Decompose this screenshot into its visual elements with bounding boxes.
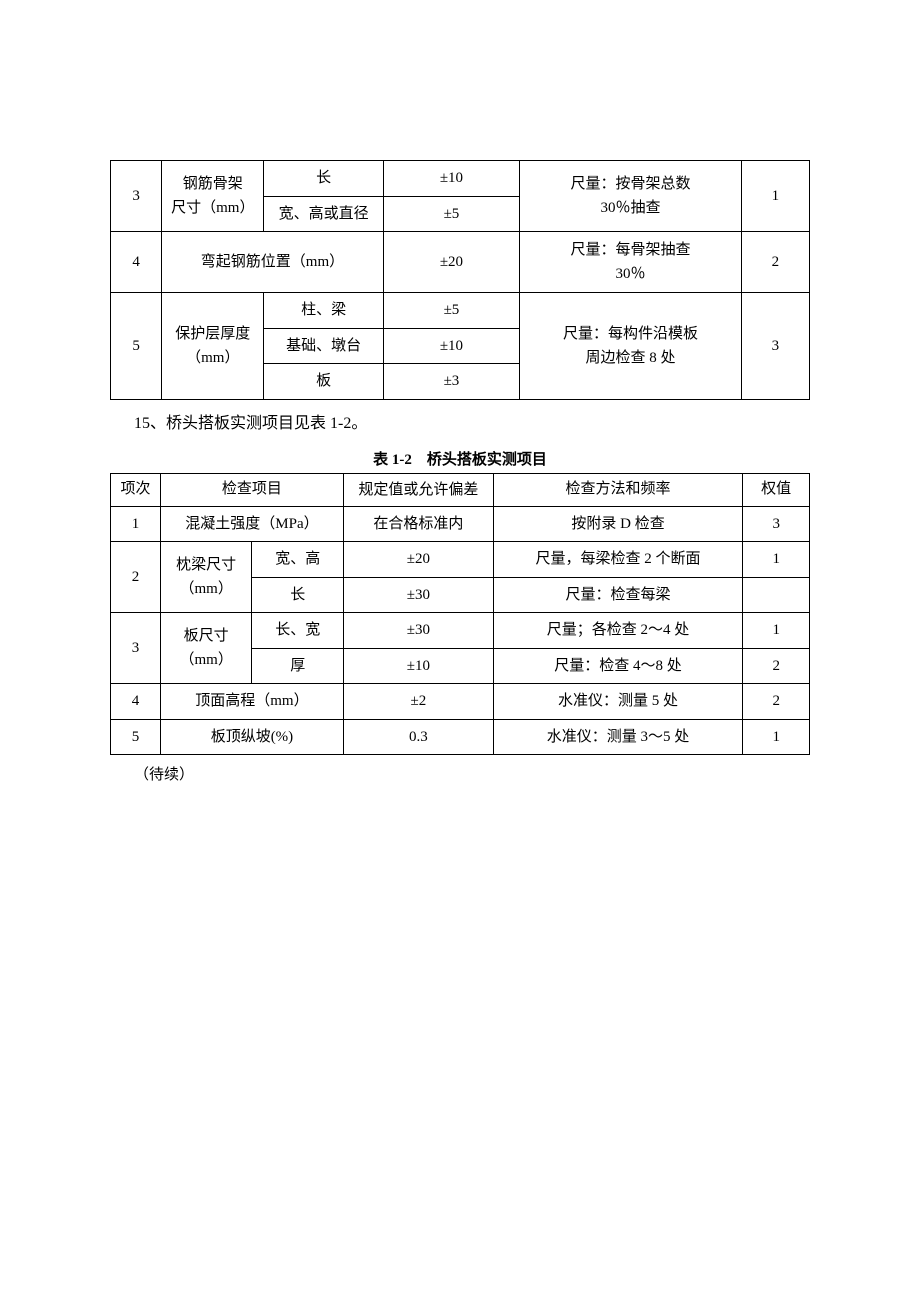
- cell-num: 2: [111, 542, 161, 613]
- cell-item: 钢筋骨架尺寸（mm）: [162, 161, 264, 232]
- cell-item: 保护层厚度（mm）: [162, 293, 264, 400]
- cell-item: 枕梁尺寸（mm）: [160, 542, 252, 613]
- table-row: 2 枕梁尺寸（mm） 宽、高 ±20 尺量，每梁检查 2 个断面 1: [111, 542, 810, 578]
- table-row: 4 弯起钢筋位置（mm） ±20 尺量：每骨架抽查30％ 2: [111, 232, 810, 293]
- cell-method: 水准仪：测量 3～5 处: [493, 719, 743, 755]
- cell-method: 水准仪：测量 5 处: [493, 684, 743, 720]
- cell-sub: 板: [264, 364, 383, 400]
- cell-method: 尺量：按骨架总数30％抽查: [520, 161, 742, 232]
- cell-sub: 基础、墩台: [264, 328, 383, 364]
- cell-num: 3: [111, 613, 161, 684]
- cell-weight: [743, 577, 810, 613]
- cell-weight: 3: [743, 506, 810, 542]
- cell-weight: 3: [741, 293, 809, 400]
- header-weight: 权值: [743, 473, 810, 506]
- cell-item: 顶面高程（mm）: [160, 684, 343, 720]
- table-row: 4 顶面高程（mm） ±2 水准仪：测量 5 处 2: [111, 684, 810, 720]
- cell-tol: ±5: [383, 196, 519, 232]
- cell-tol: ±20: [343, 542, 493, 578]
- cell-weight: 1: [743, 719, 810, 755]
- cell-method: 尺量：每构件沿模板周边检查 8 处: [520, 293, 742, 400]
- cell-weight: 1: [743, 613, 810, 649]
- cell-tol: ±5: [383, 293, 519, 329]
- table-row: 5 保护层厚度（mm） 柱、梁 ±5 尺量：每构件沿模板周边检查 8 处 3: [111, 293, 810, 329]
- table-row: 1 混凝土强度（MPa） 在合格标准内 按附录 D 检查 3: [111, 506, 810, 542]
- cell-sub: 长、宽: [252, 613, 344, 649]
- header-tol: 规定值或允许偏差: [343, 473, 493, 506]
- header-item: 检查项目: [160, 473, 343, 506]
- cell-tol: ±3: [383, 364, 519, 400]
- cell-method: 尺量，每梁检查 2 个断面: [493, 542, 743, 578]
- cell-num: 5: [111, 719, 161, 755]
- cell-weight: 1: [741, 161, 809, 232]
- cell-item: 板尺寸（mm）: [160, 613, 252, 684]
- cell-sub: 厚: [252, 648, 344, 684]
- cell-sub: 柱、梁: [264, 293, 383, 329]
- cell-tol: 0.3: [343, 719, 493, 755]
- cell-method: 尺量：检查 4～8 处: [493, 648, 743, 684]
- cell-num: 4: [111, 684, 161, 720]
- table-row: 3 板尺寸（mm） 长、宽 ±30 尺量；各检查 2～4 处 1: [111, 613, 810, 649]
- table-2: 项次 检查项目 规定值或允许偏差 检查方法和频率 权值 1 混凝土强度（MPa）…: [110, 473, 810, 756]
- cell-num: 5: [111, 293, 162, 400]
- header-method: 检查方法和频率: [493, 473, 743, 506]
- cell-method: 尺量：检查每梁: [493, 577, 743, 613]
- cell-weight: 2: [743, 648, 810, 684]
- continued-note: （待续）: [110, 763, 810, 784]
- cell-weight: 1: [743, 542, 810, 578]
- cell-method: 按附录 D 检查: [493, 506, 743, 542]
- paragraph-15: 15、桥头搭板实测项目见表 1-2。: [110, 408, 810, 440]
- cell-sub: 宽、高或直径: [264, 196, 383, 232]
- cell-tol: ±10: [383, 328, 519, 364]
- cell-item: 混凝土强度（MPa）: [160, 506, 343, 542]
- table-2-title: 表 1-2 桥头搭板实测项目: [110, 448, 810, 469]
- cell-num: 1: [111, 506, 161, 542]
- cell-item: 弯起钢筋位置（mm）: [162, 232, 384, 293]
- cell-tol: ±20: [383, 232, 519, 293]
- cell-tol: ±2: [343, 684, 493, 720]
- header-num: 项次: [111, 473, 161, 506]
- cell-tol: ±30: [343, 613, 493, 649]
- cell-weight: 2: [743, 684, 810, 720]
- cell-tol: ±10: [343, 648, 493, 684]
- table-header-row: 项次 检查项目 规定值或允许偏差 检查方法和频率 权值: [111, 473, 810, 506]
- cell-sub: 长: [264, 161, 383, 197]
- cell-method: 尺量：每骨架抽查30％: [520, 232, 742, 293]
- cell-item: 板顶纵坡(%): [160, 719, 343, 755]
- table-row: 5 板顶纵坡(%) 0.3 水准仪：测量 3～5 处 1: [111, 719, 810, 755]
- cell-num: 4: [111, 232, 162, 293]
- cell-tol: ±30: [343, 577, 493, 613]
- cell-weight: 2: [741, 232, 809, 293]
- table-row: 3 钢筋骨架尺寸（mm） 长 ±10 尺量：按骨架总数30％抽查 1: [111, 161, 810, 197]
- table-1-continuation: 3 钢筋骨架尺寸（mm） 长 ±10 尺量：按骨架总数30％抽查 1 宽、高或直…: [110, 160, 810, 400]
- cell-tol: 在合格标准内: [343, 506, 493, 542]
- cell-tol: ±10: [383, 161, 519, 197]
- cell-num: 3: [111, 161, 162, 232]
- cell-method: 尺量；各检查 2～4 处: [493, 613, 743, 649]
- cell-sub: 长: [252, 577, 344, 613]
- cell-sub: 宽、高: [252, 542, 344, 578]
